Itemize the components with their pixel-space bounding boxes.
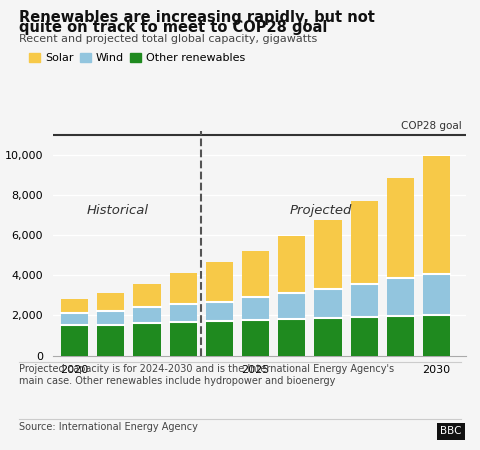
Text: Projected: Projected	[289, 204, 352, 217]
Bar	[242, 320, 269, 356]
Bar	[242, 251, 269, 297]
Bar	[423, 156, 450, 274]
Bar	[169, 322, 197, 356]
Bar	[350, 317, 378, 356]
Bar	[314, 220, 342, 288]
Bar	[97, 310, 124, 325]
Bar	[206, 302, 233, 321]
Bar	[387, 278, 414, 316]
Bar	[169, 273, 197, 304]
Legend: Solar, Wind, Other renewables: Solar, Wind, Other renewables	[25, 48, 250, 68]
Bar	[133, 324, 160, 356]
Bar	[278, 236, 305, 293]
Bar	[97, 325, 124, 356]
Text: Projected capacity is for 2024-2030 and is the International Energy Agency's
mai: Projected capacity is for 2024-2030 and …	[19, 364, 395, 386]
Bar	[242, 297, 269, 320]
Bar	[206, 262, 233, 302]
Bar	[423, 315, 450, 356]
Bar	[423, 274, 450, 315]
Text: BBC: BBC	[440, 427, 462, 436]
Bar	[278, 293, 305, 320]
Bar	[314, 318, 342, 356]
Bar	[169, 304, 197, 322]
Bar	[350, 284, 378, 317]
Bar	[314, 288, 342, 318]
Text: COP28 goal: COP28 goal	[401, 121, 462, 131]
Bar	[278, 320, 305, 356]
Bar	[61, 313, 88, 325]
Bar	[206, 321, 233, 356]
Bar	[97, 292, 124, 310]
Bar	[133, 284, 160, 307]
Text: Renewables are increasing rapidly, but not: Renewables are increasing rapidly, but n…	[19, 10, 375, 25]
Bar	[61, 299, 88, 313]
Text: Historical: Historical	[87, 204, 149, 217]
Bar	[387, 316, 414, 356]
Bar	[387, 178, 414, 278]
Text: Source: International Energy Agency: Source: International Energy Agency	[19, 422, 198, 432]
Bar	[61, 325, 88, 356]
Bar	[133, 307, 160, 324]
Text: quite on track to meet to COP28 goal: quite on track to meet to COP28 goal	[19, 20, 327, 35]
Text: Recent and projected total global capacity, gigawatts: Recent and projected total global capaci…	[19, 34, 317, 44]
Bar	[350, 201, 378, 284]
